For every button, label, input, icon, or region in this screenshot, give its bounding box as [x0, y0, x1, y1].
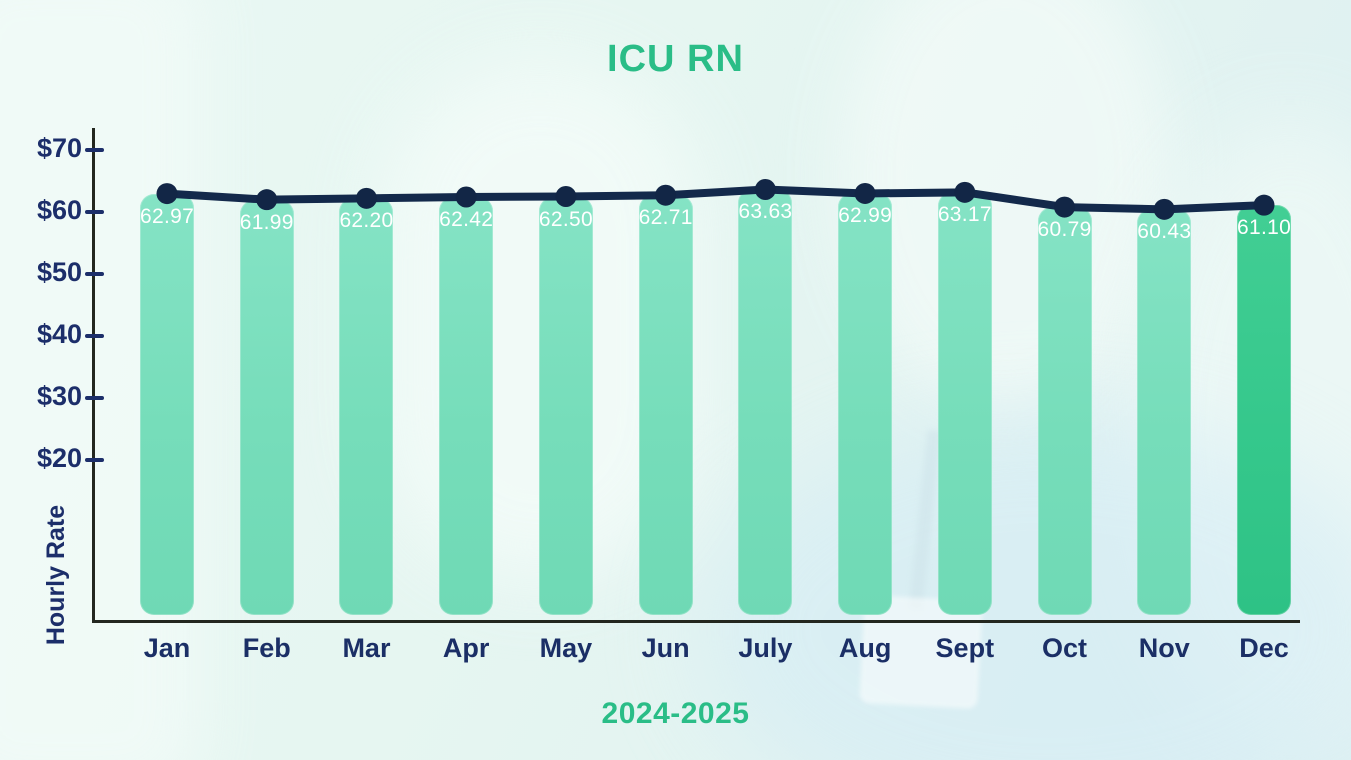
x-axis-title: 2024-2025: [601, 697, 750, 730]
bar-nov: 60.43: [1137, 209, 1192, 615]
bar-value-label: 60.79: [1037, 218, 1092, 242]
x-tick-label-nov: Nov: [1138, 633, 1190, 663]
x-tick-label-may: May: [539, 633, 593, 663]
chart-title: ICU RN: [607, 38, 744, 80]
bar-aug: 62.99: [838, 193, 893, 615]
y-tick-mark: [85, 396, 104, 400]
y-tick-mark: [85, 148, 104, 152]
bar-jan: 62.97: [140, 193, 195, 615]
bar-oct: 60.79: [1037, 207, 1092, 615]
y-axis-line: [92, 128, 95, 623]
x-tick-label-feb: Feb: [242, 633, 291, 663]
bar-value-label: 62.71: [638, 206, 693, 230]
bar-value-label: 62.50: [538, 207, 593, 231]
x-tick-label-dec: Dec: [1239, 633, 1289, 663]
bar-feb: 61.99: [239, 199, 294, 615]
y-tick-mark: [85, 334, 104, 338]
y-tick-label: $50: [36, 257, 82, 287]
bar-dec: 61.10: [1237, 205, 1291, 615]
x-tick-label-aug: Aug: [838, 633, 892, 663]
x-tick-label-july: July: [738, 633, 793, 663]
bar-mar: 62.20: [339, 198, 394, 615]
background-lanyard-shape: [908, 429, 942, 611]
bar-may: 62.50: [538, 196, 593, 615]
x-tick-label-oct: Oct: [1042, 633, 1088, 663]
y-tick-label: $70: [36, 133, 82, 163]
y-tick-mark: [85, 458, 104, 462]
trend-line: [163, 185, 1268, 214]
bar-value-label: 61.99: [239, 210, 294, 234]
bar-apr: 62.42: [439, 196, 494, 615]
x-tick-label-jun: Jun: [641, 633, 690, 663]
bar-value-label: 62.97: [140, 204, 195, 228]
y-axis-title: Hourly Rate: [42, 504, 70, 646]
bar-value-label: 62.20: [339, 209, 394, 233]
x-tick-label-sept: Sept: [935, 633, 995, 663]
bar-jun: 62.71: [638, 195, 693, 615]
y-tick-label: $30: [36, 381, 82, 411]
bar-value-label: 61.10: [1237, 216, 1292, 240]
y-tick-label: $60: [36, 195, 82, 225]
x-tick-label-apr: Apr: [442, 633, 490, 663]
x-axis-line: [92, 620, 1300, 623]
y-tick-label: $40: [36, 319, 82, 349]
bar-sept: 63.17: [937, 192, 992, 615]
bar-value-label: 60.43: [1137, 220, 1192, 244]
bar-value-label: 62.42: [439, 207, 494, 231]
bar-july: 63.63: [738, 189, 793, 615]
y-tick-label: $20: [36, 443, 82, 473]
bar-value-label: 63.63: [738, 200, 793, 224]
y-tick-mark: [85, 272, 104, 276]
x-tick-label-mar: Mar: [342, 633, 391, 663]
bar-value-label: 62.99: [838, 204, 893, 228]
x-tick-label-jan: Jan: [143, 633, 191, 663]
bar-value-label: 63.17: [937, 203, 992, 227]
y-tick-mark: [85, 210, 104, 214]
